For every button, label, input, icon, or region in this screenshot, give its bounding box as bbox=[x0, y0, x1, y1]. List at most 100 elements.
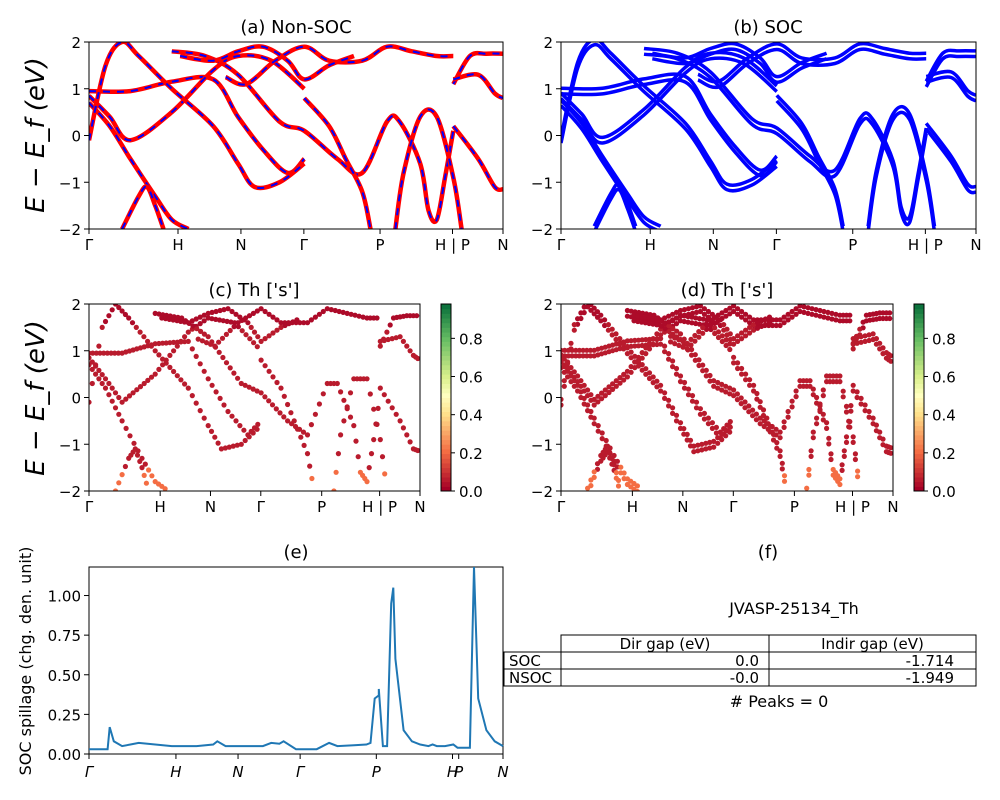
band-dot bbox=[133, 324, 139, 330]
band-dot bbox=[304, 451, 311, 457]
colorbar-segment bbox=[441, 397, 451, 403]
band-dot bbox=[806, 466, 812, 473]
x-tick-label: N bbox=[414, 498, 425, 516]
band-dot bbox=[245, 320, 251, 326]
band-line bbox=[925, 69, 976, 97]
band-dot bbox=[719, 431, 725, 437]
x-tick-label: N bbox=[970, 236, 981, 254]
band-dot bbox=[163, 340, 169, 346]
band-line bbox=[561, 72, 779, 172]
band-dot bbox=[805, 310, 811, 316]
colorbar-segment bbox=[441, 402, 451, 408]
band-dot bbox=[112, 488, 119, 491]
band-dot bbox=[693, 399, 700, 405]
bands-a bbox=[89, 42, 503, 229]
band-dot bbox=[703, 321, 710, 327]
band-dot bbox=[235, 375, 241, 381]
x-tick-label: N bbox=[708, 236, 719, 254]
band-dot bbox=[707, 372, 713, 379]
band-dot bbox=[364, 479, 370, 485]
band-dot bbox=[134, 452, 141, 458]
band-dot bbox=[137, 458, 143, 464]
x-tick-label: P bbox=[848, 236, 857, 254]
x-tick-label: Γ bbox=[85, 498, 94, 516]
band-dot bbox=[588, 304, 594, 308]
colorbar-segment bbox=[441, 313, 451, 319]
colorbar-tick-label: 0.0 bbox=[459, 483, 483, 501]
band-dot bbox=[193, 353, 199, 359]
band-dot bbox=[680, 338, 686, 345]
band-dot bbox=[658, 382, 664, 388]
colorbar-segment bbox=[914, 378, 924, 384]
band-dot bbox=[693, 304, 700, 310]
band-dot bbox=[598, 312, 604, 318]
band-dot bbox=[167, 352, 173, 358]
band-dot bbox=[385, 336, 391, 343]
band-dot bbox=[96, 376, 102, 382]
band-dot bbox=[847, 312, 853, 318]
band-dot bbox=[225, 306, 231, 312]
band-dot bbox=[873, 422, 880, 428]
band-dot bbox=[167, 340, 173, 346]
band-dot bbox=[227, 327, 233, 334]
band-dot bbox=[779, 466, 785, 472]
band-dot bbox=[677, 373, 684, 379]
band-dot bbox=[294, 317, 300, 323]
band-dot bbox=[770, 431, 777, 437]
table-cell: -1.714 bbox=[906, 652, 954, 670]
band-dot bbox=[801, 304, 807, 310]
y-tick-label: −1 bbox=[59, 174, 81, 192]
band-line-dashed bbox=[225, 45, 454, 86]
y-tick-label: 0.25 bbox=[48, 706, 81, 724]
band-dot bbox=[171, 339, 177, 345]
band-dot bbox=[599, 390, 605, 396]
band-dot bbox=[687, 437, 694, 443]
band-dot bbox=[738, 395, 744, 401]
x-tick-label: N bbox=[677, 498, 688, 516]
band-dot bbox=[877, 340, 883, 346]
band-dot bbox=[599, 436, 605, 442]
band-dot bbox=[116, 394, 122, 401]
y-tick-label: 2 bbox=[543, 296, 553, 314]
band-dot bbox=[217, 307, 223, 314]
band-line bbox=[561, 98, 662, 228]
band-line-dashed bbox=[179, 45, 355, 81]
band-dot bbox=[662, 315, 668, 321]
band-dot bbox=[185, 385, 191, 391]
x-tick-label: Γ bbox=[296, 763, 306, 781]
band-dot bbox=[231, 324, 237, 330]
band-dot bbox=[217, 395, 223, 401]
band-dot bbox=[89, 362, 92, 368]
band-dot bbox=[873, 336, 880, 342]
band-dot bbox=[674, 328, 680, 334]
band-dot bbox=[266, 311, 272, 317]
band-dot bbox=[104, 350, 110, 356]
band-dot bbox=[286, 321, 292, 327]
band-dot bbox=[735, 311, 741, 317]
colorbar-segment bbox=[441, 369, 451, 375]
band-dot bbox=[797, 304, 803, 309]
panel-b: (b) SOC −2 −1 0 1 2 Γ H N Γ P H | P N bbox=[531, 17, 982, 254]
band-dot bbox=[817, 407, 823, 413]
band-dot bbox=[781, 320, 787, 326]
band-dot bbox=[148, 343, 154, 349]
band-dot bbox=[99, 324, 105, 330]
band-dot bbox=[209, 382, 215, 388]
colorbar-segment bbox=[441, 364, 451, 370]
band-dot bbox=[807, 378, 813, 384]
panel-f-title: (f) bbox=[758, 542, 778, 563]
band-dot bbox=[789, 398, 795, 404]
band-dot bbox=[850, 434, 856, 440]
band-dot bbox=[262, 394, 268, 400]
colorbar-segment bbox=[441, 346, 451, 352]
x-tick-label: H | P bbox=[362, 498, 397, 516]
y-tick-label: 1 bbox=[543, 81, 553, 99]
x-tick-label: Γ bbox=[85, 763, 95, 781]
band-dot bbox=[862, 408, 868, 414]
band-dot bbox=[810, 435, 816, 441]
band-dot bbox=[695, 442, 701, 448]
band-dot bbox=[591, 469, 597, 475]
band-dot bbox=[662, 321, 668, 327]
band-dot bbox=[234, 442, 240, 448]
